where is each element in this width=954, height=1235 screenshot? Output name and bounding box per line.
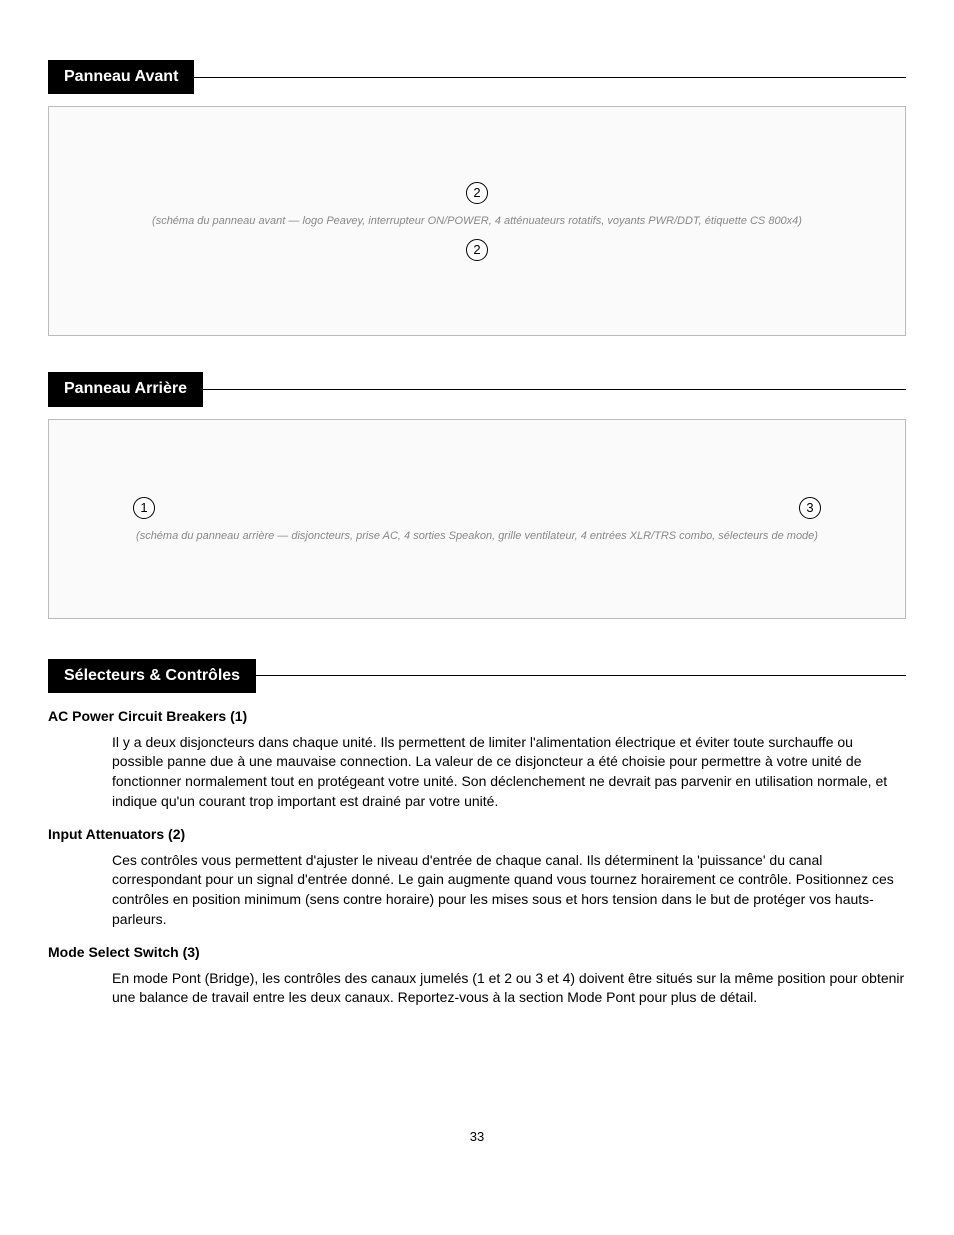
rear-panel-diagram-hint: (schéma du panneau arrière — disjoncteur…: [136, 529, 818, 544]
front-panel-diagram-placeholder: 2 (schéma du panneau avant — logo Peavey…: [48, 106, 906, 336]
selectors-item-breakers-title: AC Power Circuit Breakers (1): [48, 707, 906, 727]
selectors-item-breakers: AC Power Circuit Breakers (1) Il y a deu…: [48, 707, 906, 811]
selectors-header: Sélecteurs & Contrôles: [48, 659, 906, 693]
page-number: 33: [48, 1128, 906, 1146]
selectors-item-attenuators: Input Attenuators (2) Ces contrôles vous…: [48, 825, 906, 929]
front-panel-diagram-hint: (schéma du panneau avant — logo Peavey, …: [152, 214, 802, 229]
selectors-header-rule: [256, 675, 906, 676]
selectors-item-mode-switch-title: Mode Select Switch (3): [48, 943, 906, 963]
front-panel-callouts-top: 2: [462, 180, 492, 206]
rear-panel-header-rule: [203, 389, 906, 390]
selectors-header-label: Sélecteurs & Contrôles: [48, 659, 256, 693]
rear-panel-callouts: 1 3: [49, 495, 905, 521]
selectors-item-mode-switch-body: En mode Pont (Bridge), les contrôles des…: [112, 969, 906, 1008]
selectors-item-attenuators-body: Ces contrôles vous permettent d'ajuster …: [112, 851, 906, 929]
selectors-item-breakers-body: Il y a deux disjoncteurs dans chaque uni…: [112, 733, 906, 811]
front-panel-header-rule: [194, 77, 906, 78]
callout-3: 3: [799, 497, 821, 519]
selectors-item-mode-switch: Mode Select Switch (3) En mode Pont (Bri…: [48, 943, 906, 1008]
rear-panel-header: Panneau Arrière: [48, 372, 906, 406]
rear-panel-header-label: Panneau Arrière: [48, 372, 203, 406]
front-panel-diagram: 2 (schéma du panneau avant — logo Peavey…: [48, 106, 906, 336]
callout-2-bottom: 2: [466, 239, 488, 261]
callout-1: 1: [133, 497, 155, 519]
selectors-item-attenuators-title: Input Attenuators (2): [48, 825, 906, 845]
front-panel-callouts-bottom: 2: [462, 237, 492, 263]
front-panel-header: Panneau Avant: [48, 60, 906, 94]
selectors-section: Sélecteurs & Contrôles AC Power Circuit …: [48, 659, 906, 1008]
rear-panel-diagram-placeholder: 1 3 (schéma du panneau arrière — disjonc…: [48, 419, 906, 619]
front-panel-header-label: Panneau Avant: [48, 60, 194, 94]
callout-2-top: 2: [466, 182, 488, 204]
rear-panel-diagram: 1 3 (schéma du panneau arrière — disjonc…: [48, 419, 906, 619]
